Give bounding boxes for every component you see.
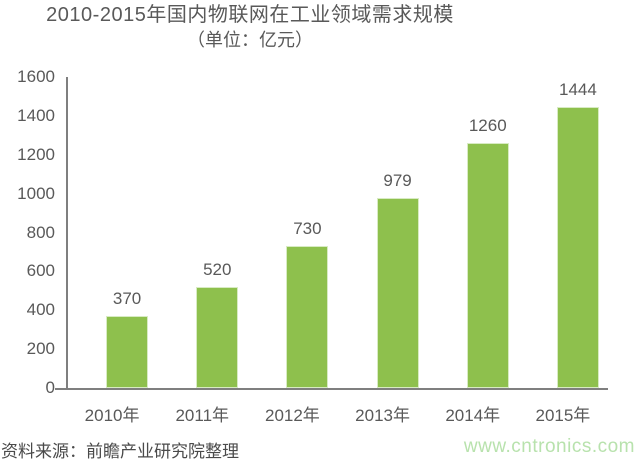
bar-value-label: 520	[203, 259, 232, 279]
y-tick-label: 0	[45, 378, 55, 397]
bar-value-label: 1260	[468, 116, 507, 136]
y-tick-label: 1200	[17, 144, 55, 164]
x-tick-label: 2014年	[445, 406, 501, 425]
bar	[106, 316, 149, 388]
x-axis-line	[66, 388, 608, 390]
x-tick-label: 2010年	[84, 406, 140, 425]
bar-value-label: 730	[293, 219, 322, 239]
watermark-text: www.cntronics.com	[463, 436, 635, 457]
y-tick-label: 1400	[17, 105, 55, 125]
source-note: 资料来源：前瞻产业研究院整理	[1, 442, 239, 461]
x-tick-label: 2013年	[355, 406, 410, 425]
bar	[376, 197, 419, 388]
x-tick-label: 2015年	[535, 406, 591, 425]
bar-value-label: 1444	[558, 80, 597, 100]
y-tick-label: 600	[26, 261, 55, 281]
bar	[466, 143, 509, 388]
y-axis-line	[66, 77, 68, 390]
chart-title: 2010-2015年国内物联网在工业领域需求规模	[46, 4, 454, 26]
y-tick-label: 400	[26, 300, 55, 320]
bar-value-label: 370	[112, 289, 142, 309]
chart-subtitle: （单位：亿元）	[187, 30, 313, 50]
x-tick-label: 2011年	[175, 406, 230, 425]
bar-value-label: 979	[383, 170, 412, 190]
x-tick-label: 2012年	[264, 406, 320, 425]
y-tick-label: 1600	[17, 67, 55, 86]
zero-tick	[55, 388, 66, 390]
y-tick-label: 1000	[17, 183, 55, 203]
y-tick-label: 800	[26, 222, 55, 242]
bar	[196, 286, 239, 388]
bar	[556, 107, 599, 388]
bar	[286, 246, 329, 388]
y-tick-label: 200	[26, 339, 55, 359]
